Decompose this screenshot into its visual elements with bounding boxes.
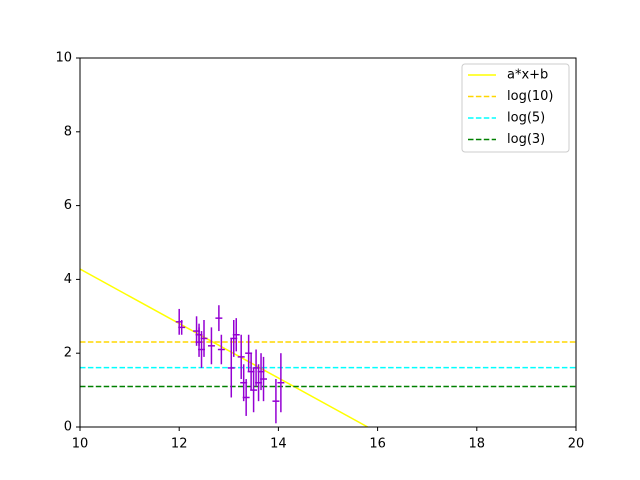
y-tick-label: 0 [64,420,72,435]
legend-box [461,63,570,153]
y-tick-label: 4 [64,272,72,287]
axes-frame [79,57,577,428]
y-tick-label: 8 [64,124,72,139]
x-tick-label: 20 [568,437,585,452]
y-tick-label: 10 [55,51,72,66]
x-tick-label: 10 [72,437,89,452]
y-tick-label: 2 [64,346,72,361]
legend-label: a*x+b [507,68,548,83]
series-line [80,268,369,427]
x-tick-label: 12 [171,437,188,452]
y-tick-label: 6 [64,198,72,213]
x-tick-label: 18 [469,437,486,452]
legend-label: log(5) [507,111,545,126]
x-tick-label: 14 [270,437,287,452]
legend-label: log(10) [507,89,554,104]
x-tick-label: 16 [369,437,386,452]
plot-area [80,268,576,427]
legend-label: log(3) [507,132,545,147]
